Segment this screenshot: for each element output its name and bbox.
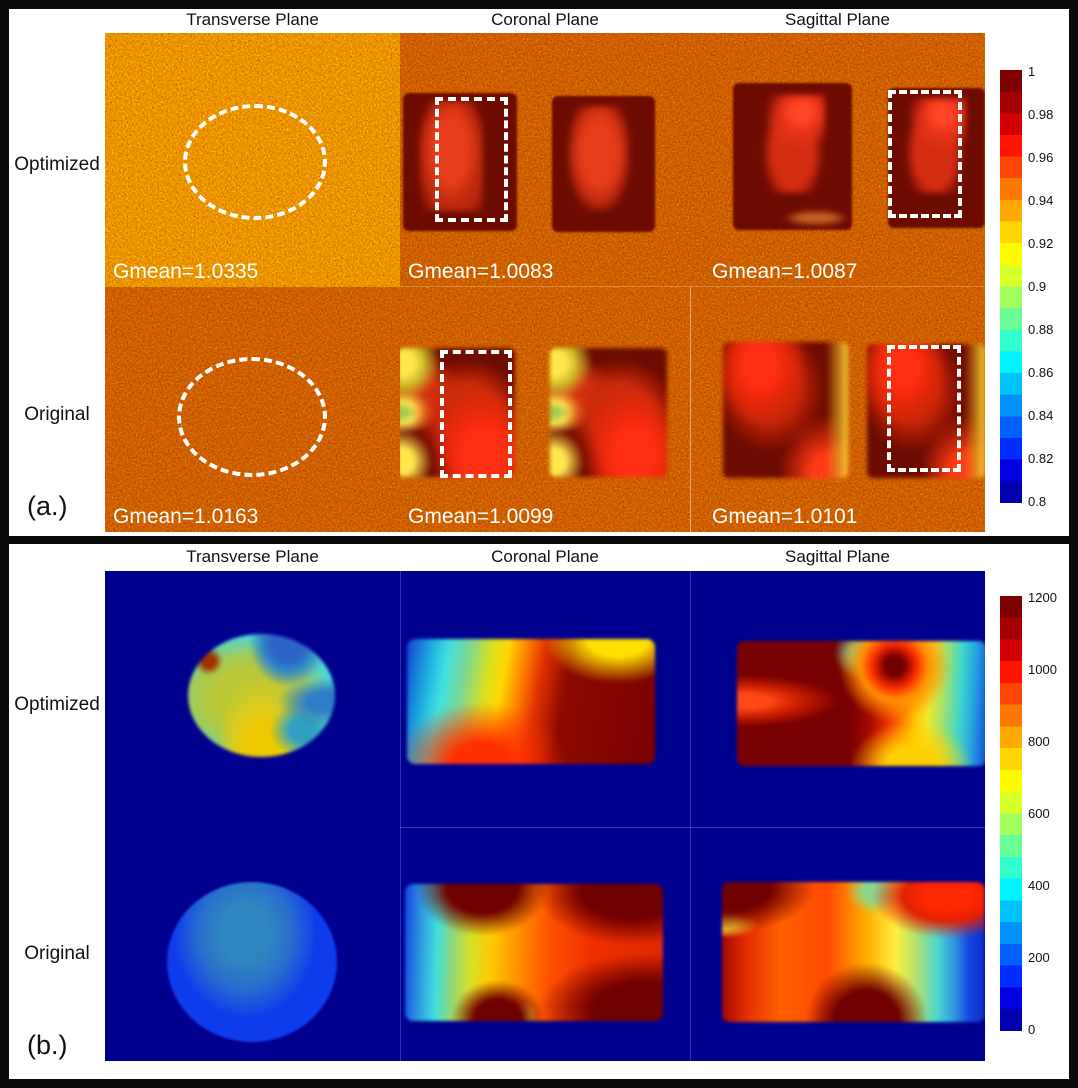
tick-label: 400 [1028,878,1050,893]
roi-dashed-rect [440,350,512,478]
panel-b-tag: (b.) [27,1030,68,1060]
tick-label: 0.82 [1028,451,1054,466]
phantom-rect [737,641,985,766]
tick-label: 0.94 [1028,193,1054,208]
heatmap-a-original-coronal: Gmean=1.0099 [400,287,690,532]
panel-a-row-label-original: Original [24,404,90,425]
panel-a-title-coronal: Coronal Plane [491,10,599,29]
tick-label: 1000 [1028,662,1057,677]
panel-b-title-transverse: Transverse Plane [186,547,319,566]
panel-a-title-sagittal: Sagittal Plane [785,10,890,29]
phantom-region [550,348,667,477]
tick-label: 600 [1028,806,1050,821]
gmean-label: Gmean=1.0335 [113,260,259,283]
colorbar-b-tick-labels: 1200 1000 800 600 400 200 0 [1028,590,1069,1037]
phantom-region [733,83,852,230]
panel-b-title-sagittal: Sagittal Plane [785,547,890,566]
phantom-region [400,348,515,477]
tick-label: 0.96 [1028,150,1054,165]
phantom-rect [407,639,655,764]
gmean-label: Gmean=1.0087 [712,260,858,283]
heatmap-a-optimized-sagittal: Gmean=1.0087 [690,33,985,287]
tick-label: 0.9 [1028,279,1047,294]
heatmap-a-optimized-coronal: Gmean=1.0083 [400,33,690,287]
fieldmap-b-optimized-transverse [105,571,400,827]
tick-label: 0.86 [1028,365,1054,380]
panel-b-row-label-original: Original [24,943,90,964]
phantom-rect [722,882,985,1022]
tick-label: 0.88 [1028,322,1054,337]
phantom-region [552,96,655,232]
fieldmap-b-optimized-coronal [400,571,690,827]
smudge-blob [785,211,847,225]
phantom-region [403,93,517,231]
panel-a: Transverse Plane Coronal Plane Sagittal … [9,9,1069,544]
panel-b-title-coronal: Coronal Plane [491,547,599,566]
tick-label: 0.92 [1028,236,1054,251]
fieldmap-b-original-sagittal [690,827,985,1061]
roi-dashed-rect [887,345,961,472]
hotspot-blob [419,101,483,211]
gmean-label: Gmean=1.0083 [408,260,554,283]
gmean-label: Gmean=1.0163 [113,505,259,528]
panel-a-row-label-optimized: Optimized [14,154,100,175]
roi-dashed-rect [888,90,962,218]
phantom-region [723,342,848,478]
heatmap-a-original-sagittal: Gmean=1.0101 [690,287,985,532]
tick-label: 0.8 [1028,494,1047,509]
roi-dashed-ellipse [183,104,327,220]
panel-b: Transverse Plane Coronal Plane Sagittal … [9,544,1069,1079]
colorbar-b-gradient [1000,596,1022,1031]
colorbar-a-gradient [1000,70,1022,503]
heatmap-a-original-transverse: Gmean=1.0163 [105,287,400,532]
hotspot-blob [763,95,825,193]
tick-label: 0 [1028,1022,1036,1037]
panel-a-tag: (a.) [27,491,68,521]
panel-b-image-grid [105,571,985,1061]
cell-divider-line [400,286,985,287]
phantom-ellipse [167,882,337,1042]
cell-divider-line [400,827,985,828]
panel-a-image-grid: Gmean=1.0335 Gmean=1.0083 [105,33,985,532]
roi-dashed-ellipse [177,357,327,477]
roi-dashed-rect [435,97,508,222]
phantom-ellipse [188,634,335,757]
tick-label: 0.98 [1028,107,1054,122]
cell-divider-line [400,571,401,1061]
phantom-rect [405,884,663,1021]
tick-label: 1200 [1028,590,1057,605]
phantom-region [888,88,985,228]
gmean-label: Gmean=1.0101 [712,505,858,528]
fieldmap-b-optimized-sagittal [690,571,985,827]
colorbar-a-tick-labels: 1 0.98 0.96 0.94 0.92 0.9 0.88 0.86 0.84… [1028,64,1069,509]
panel-a-title-transverse: Transverse Plane [186,10,319,29]
heatmap-a-optimized-transverse: Gmean=1.0335 [105,33,400,287]
gmean-label: Gmean=1.0099 [408,505,554,528]
tick-label: 800 [1028,734,1050,749]
phantom-region [867,344,985,478]
fieldmap-b-original-coronal [400,827,690,1061]
fieldmap-b-original-transverse [105,827,400,1061]
cell-divider-line [690,287,691,532]
tick-label: 0.84 [1028,408,1054,423]
hotspot-blob [568,106,630,211]
panel-b-row-label-optimized: Optimized [14,694,100,715]
cell-divider-line [690,571,691,1061]
hotspot-blob [906,98,966,193]
tick-label: 200 [1028,950,1050,965]
tick-label: 1 [1028,64,1036,79]
